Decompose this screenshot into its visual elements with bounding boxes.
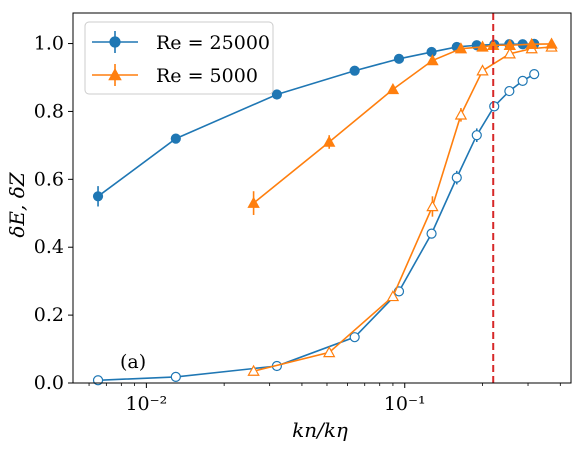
axes-border [72, 12, 572, 384]
data-point [503, 38, 516, 50]
legend-label: Re = 25000 [156, 32, 270, 54]
data-point [426, 228, 437, 239]
y-axis-label: δE, δZ [5, 171, 29, 237]
legend-entry: Re = 25000 [92, 31, 270, 54]
axes-frame [72, 12, 572, 384]
data-point [525, 37, 538, 49]
y-tick-label: 1.0 [34, 33, 64, 55]
data-point [529, 69, 540, 80]
x-tick-label: 10⁻² [125, 393, 167, 415]
data-point [393, 53, 405, 64]
data-point [349, 332, 360, 343]
y-tick-label: 0.6 [34, 168, 64, 190]
data-point [386, 82, 400, 95]
data-point [517, 75, 528, 86]
y-tick-label: 0.8 [34, 100, 64, 122]
x-axis-label: kn/kη [292, 418, 348, 442]
y-tick-label: 0.0 [34, 372, 64, 394]
data-point [504, 85, 515, 97]
data-point [426, 200, 439, 212]
data-point [170, 133, 181, 144]
tick-layer: 0.0 0.2 0.4 0.6 0.8 1.0 10⁻² 10⁻¹ [34, 33, 561, 415]
data-point [451, 172, 462, 183]
data-point [322, 135, 336, 147]
data-point [503, 47, 516, 59]
data-point [471, 130, 482, 141]
data-point [454, 42, 468, 54]
legend-label: Re = 5000 [156, 65, 258, 87]
series-line [98, 73, 535, 382]
panel-annotation: (a) [120, 351, 146, 373]
data-point [545, 37, 558, 49]
legend: Re = 25000 Re = 5000 [84, 21, 274, 95]
data-point [476, 40, 489, 52]
series-group [247, 37, 558, 215]
data-point [108, 68, 122, 81]
data-point [322, 346, 336, 358]
data-point [454, 108, 468, 120]
data-point [247, 196, 260, 208]
legend-box [84, 21, 274, 95]
legend-entry: Re = 5000 [92, 64, 258, 87]
data-point [426, 54, 439, 66]
data-point [271, 89, 282, 100]
y-tick-label: 0.4 [34, 236, 64, 258]
series-line [253, 46, 552, 372]
data-point [109, 36, 121, 48]
data-point [489, 101, 500, 112]
data-point [476, 64, 489, 76]
data-point [247, 364, 260, 376]
data-point [386, 290, 400, 302]
series-group [92, 69, 540, 386]
data-point [349, 65, 360, 76]
data-point [92, 191, 104, 202]
x-tick-label: 10⁻¹ [384, 393, 426, 415]
y-tick-label: 0.2 [34, 304, 64, 326]
data-point [426, 46, 437, 58]
series-layer [92, 13, 558, 386]
data-point [170, 371, 181, 382]
series-line [253, 43, 552, 204]
